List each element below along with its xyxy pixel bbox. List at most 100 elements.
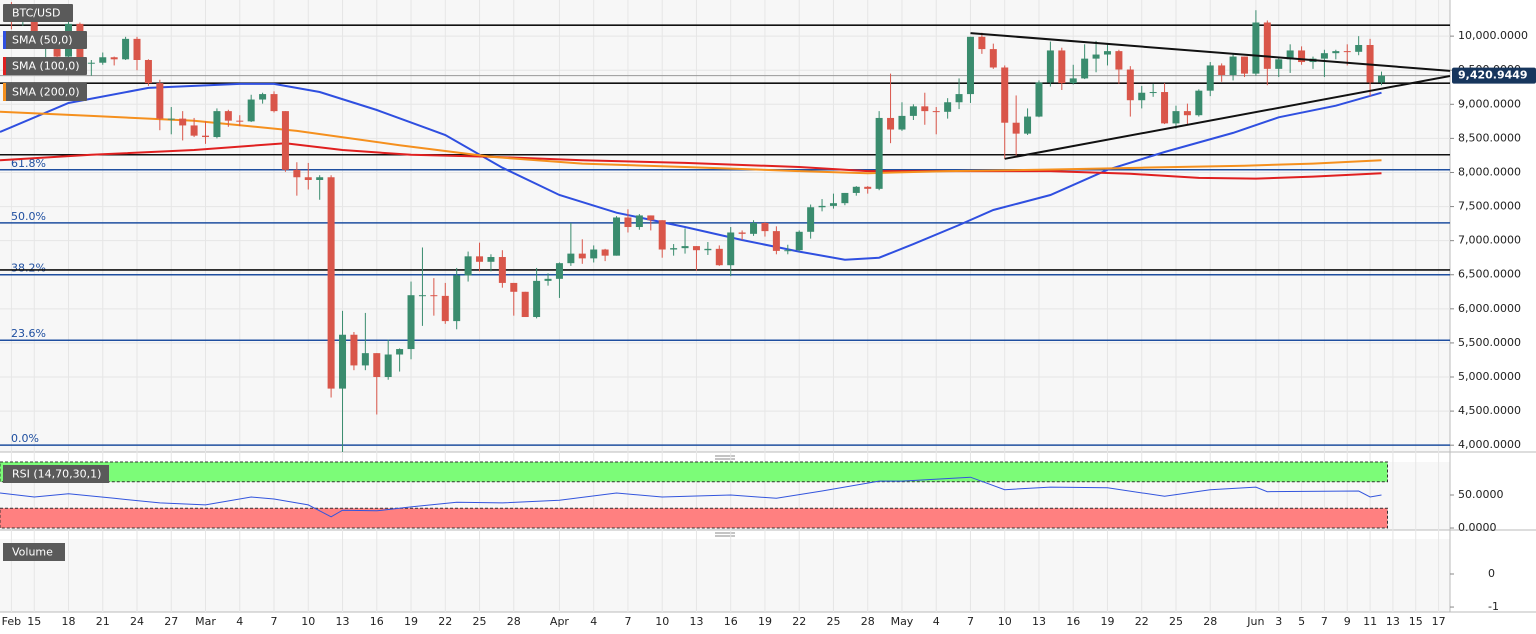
- legend-box[interactable]: [3, 31, 87, 49]
- y-tick-label: 4,000.0000: [1458, 438, 1521, 451]
- candle-body: [418, 295, 426, 297]
- candle-body: [1138, 92, 1146, 101]
- candle-body: [1081, 58, 1089, 79]
- trend-line: [1004, 75, 1451, 160]
- candle-body: [1069, 78, 1077, 84]
- resize-handle[interactable]: [715, 455, 735, 460]
- x-tick-label: 7: [967, 615, 974, 628]
- y-tick-label: 6,500.0000: [1458, 268, 1521, 281]
- candle-body: [110, 57, 118, 60]
- price-tag: [1452, 67, 1536, 84]
- candle-body: [1161, 92, 1169, 124]
- fib-label: 38.2%: [11, 262, 46, 275]
- x-tick-label: 19: [758, 615, 772, 628]
- candle-body: [1115, 51, 1123, 70]
- candle-body: [715, 248, 723, 266]
- x-tick-label: 13: [336, 615, 350, 628]
- y-tick-label: 8,000.0000: [1458, 165, 1521, 178]
- x-tick-label: 9: [1344, 615, 1351, 628]
- x-tick-label: 7: [1321, 615, 1328, 628]
- candle-body: [647, 215, 655, 221]
- candle-body: [738, 232, 746, 234]
- x-tick-label: Jun: [1246, 615, 1264, 628]
- candle-body: [202, 135, 210, 138]
- candle-body: [361, 353, 369, 366]
- candle-body: [1263, 22, 1271, 69]
- candle-body: [1298, 50, 1306, 63]
- x-tick-label: 16: [724, 615, 738, 628]
- candle-body: [1092, 54, 1100, 59]
- candle-body: [692, 246, 700, 251]
- x-tick-label: 28: [1203, 615, 1217, 628]
- x-tick-label: 10: [998, 615, 1012, 628]
- candle-body: [270, 94, 278, 112]
- candle-body: [533, 280, 541, 318]
- candle-body: [1183, 111, 1191, 116]
- x-tick-label: 22: [438, 615, 452, 628]
- legend-box[interactable]: [3, 4, 73, 22]
- candle-body: [578, 253, 586, 259]
- candle-body: [453, 275, 461, 322]
- candle-body: [1229, 56, 1237, 75]
- candle-body: [795, 231, 803, 251]
- y-tick-label: 0.0000: [1458, 521, 1497, 534]
- candle-body: [989, 49, 997, 68]
- candle-body: [1149, 92, 1157, 94]
- legend-box[interactable]: [3, 57, 87, 75]
- candle-body: [1001, 67, 1009, 123]
- candle-body: [316, 177, 324, 180]
- x-tick-label: 10: [301, 615, 315, 628]
- candle-body: [875, 117, 883, 189]
- sma-line: [0, 110, 1382, 175]
- candle-body: [510, 282, 518, 292]
- x-tick-label: 13: [1032, 615, 1046, 628]
- legend-box[interactable]: [3, 83, 87, 101]
- candle-body: [1046, 50, 1054, 83]
- x-tick-label: 17: [1432, 615, 1446, 628]
- x-tick-label: 28: [507, 615, 521, 628]
- candle-body: [761, 222, 769, 232]
- candle-body: [339, 334, 347, 389]
- candle-body: [1024, 116, 1032, 134]
- candle-body: [236, 120, 244, 122]
- candle-body: [396, 349, 404, 355]
- candle-body: [407, 295, 415, 350]
- candle-body: [464, 256, 472, 276]
- x-tick-label: 25: [473, 615, 487, 628]
- x-tick-label: 15: [1409, 615, 1423, 628]
- y-tick-label: 6,000.0000: [1458, 302, 1521, 315]
- x-tick-label: 15: [27, 615, 41, 628]
- x-tick-label: 22: [792, 615, 806, 628]
- candle-body: [327, 177, 335, 389]
- y-tick-label: 5,500.0000: [1458, 336, 1521, 349]
- candle-body: [1377, 75, 1385, 83]
- rsi-line: [0, 476, 1382, 518]
- candle-body: [864, 186, 872, 189]
- x-tick-label: 18: [62, 615, 76, 628]
- candle-body: [487, 257, 495, 262]
- candle-body: [281, 111, 289, 170]
- legend-swatch: [3, 31, 6, 49]
- y-tick-label: 9,000.0000: [1458, 97, 1521, 110]
- resize-handle[interactable]: [715, 532, 735, 537]
- candle-body: [1195, 90, 1203, 116]
- candle-body: [772, 231, 780, 251]
- candle-body: [441, 295, 449, 322]
- candle-body: [555, 263, 563, 279]
- candle-body: [430, 295, 438, 297]
- candle-body: [567, 253, 575, 264]
- candle-body: [590, 249, 598, 259]
- candle-body: [99, 57, 107, 63]
- candle-body: [1355, 44, 1363, 52]
- legend-label: RSI (14,70,30,1): [12, 468, 101, 481]
- candle-body: [898, 115, 906, 130]
- legend-box: [3, 465, 109, 483]
- volume-panel: [0, 539, 1450, 612]
- candle-body: [1320, 53, 1328, 59]
- candle-body: [213, 111, 221, 138]
- y-tick-label: 50.0000: [1458, 488, 1504, 501]
- fib-label: 23.6%: [11, 327, 46, 340]
- candle-body: [1035, 82, 1043, 117]
- x-tick-label: 24: [130, 615, 144, 628]
